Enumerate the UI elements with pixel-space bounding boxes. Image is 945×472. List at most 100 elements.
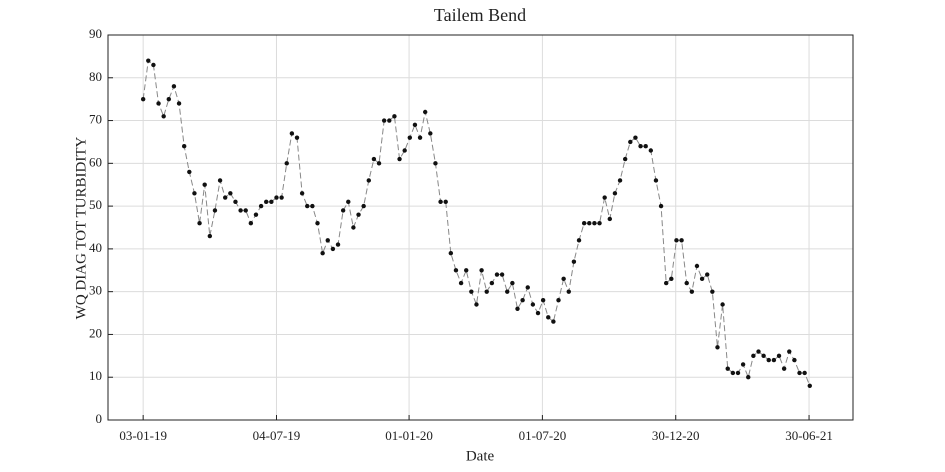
data-point [612, 191, 618, 196]
data-point [581, 221, 587, 226]
data-point [525, 285, 530, 290]
data-point [258, 203, 264, 209]
data-point [510, 280, 515, 286]
data-point [181, 144, 187, 149]
data-point [699, 276, 705, 282]
data-point [171, 84, 177, 89]
data-point [669, 276, 674, 282]
data-point [710, 289, 715, 294]
series-line [142, 59, 811, 386]
y-tick-label: 80 [89, 69, 102, 84]
data-point [587, 221, 592, 226]
data-point [289, 131, 295, 136]
data-point [392, 114, 397, 119]
data-point [417, 135, 423, 140]
data-point [622, 156, 628, 162]
data-point [746, 375, 751, 380]
data-point [551, 319, 556, 324]
data-point [694, 263, 700, 269]
x-tick-label: 01-07-20 [519, 428, 567, 443]
data-point [274, 195, 279, 200]
data-point [371, 156, 377, 162]
data-point [602, 195, 607, 200]
data-point [546, 315, 551, 320]
data-point [566, 289, 571, 294]
y-tick-label: 10 [89, 368, 102, 383]
y-tick-label: 20 [89, 325, 102, 340]
data-point [684, 280, 689, 286]
data-point [294, 135, 300, 140]
y-tick-label: 0 [96, 411, 103, 426]
data-point [448, 250, 454, 256]
data-point [212, 208, 218, 213]
data-point [761, 353, 766, 359]
data-point [540, 298, 546, 303]
data-point [176, 101, 182, 106]
data-point [653, 178, 659, 183]
data-point [366, 178, 371, 183]
data-point [140, 96, 146, 102]
data-point [264, 199, 269, 205]
data-point [648, 148, 654, 153]
data-point [474, 302, 479, 307]
data-point [520, 298, 525, 303]
data-point [422, 109, 428, 115]
data-point [689, 289, 695, 294]
data-point [535, 310, 541, 316]
plot-frame [107, 34, 854, 421]
data-point [530, 302, 536, 307]
data-point [330, 246, 336, 252]
data-point [735, 370, 741, 376]
data-point [628, 139, 633, 145]
x-tick-label: 30-12-20 [652, 428, 700, 443]
data-point [412, 122, 418, 128]
x-tick-label: 30-06-21 [785, 428, 833, 443]
data-point [202, 182, 207, 187]
data-point [166, 96, 172, 102]
y-tick-label: 60 [89, 154, 102, 169]
data-point [561, 276, 566, 282]
data-point [376, 161, 382, 166]
data-point [161, 114, 166, 119]
data-point [397, 156, 402, 162]
data-point [494, 272, 500, 277]
data-point [320, 250, 325, 256]
data-point [284, 161, 289, 166]
data-point [771, 357, 777, 363]
data-point [489, 280, 495, 286]
data-point [402, 148, 407, 153]
data-point [479, 268, 484, 273]
data-point [217, 178, 223, 183]
data-point [664, 280, 669, 286]
x-tick-label: 03-01-19 [119, 428, 167, 443]
data-point [638, 144, 643, 149]
data-point [633, 135, 638, 140]
data-point [715, 345, 720, 350]
data-point [428, 131, 433, 136]
data-point [499, 272, 505, 277]
y-tick-label: 50 [89, 197, 102, 212]
data-point [725, 366, 730, 371]
data-point [464, 268, 469, 273]
data-point [243, 208, 248, 213]
data-point [776, 353, 782, 359]
data-point [146, 58, 151, 63]
data-point [269, 199, 274, 205]
data-point [233, 199, 238, 205]
data-point [187, 169, 192, 175]
data-point [792, 357, 797, 363]
data-point [597, 221, 602, 226]
data-point [407, 135, 413, 140]
data-point [592, 221, 597, 226]
data-point [310, 203, 315, 209]
data-point [223, 195, 228, 200]
data-point [607, 216, 612, 222]
chart-title: Tailem Bend [434, 5, 526, 25]
data-point [756, 349, 761, 354]
data-point [207, 233, 213, 239]
data-point [299, 191, 305, 196]
data-point [617, 178, 623, 183]
data-point [515, 306, 520, 311]
data-point [458, 280, 464, 286]
x-axis-label: Date [466, 448, 495, 464]
